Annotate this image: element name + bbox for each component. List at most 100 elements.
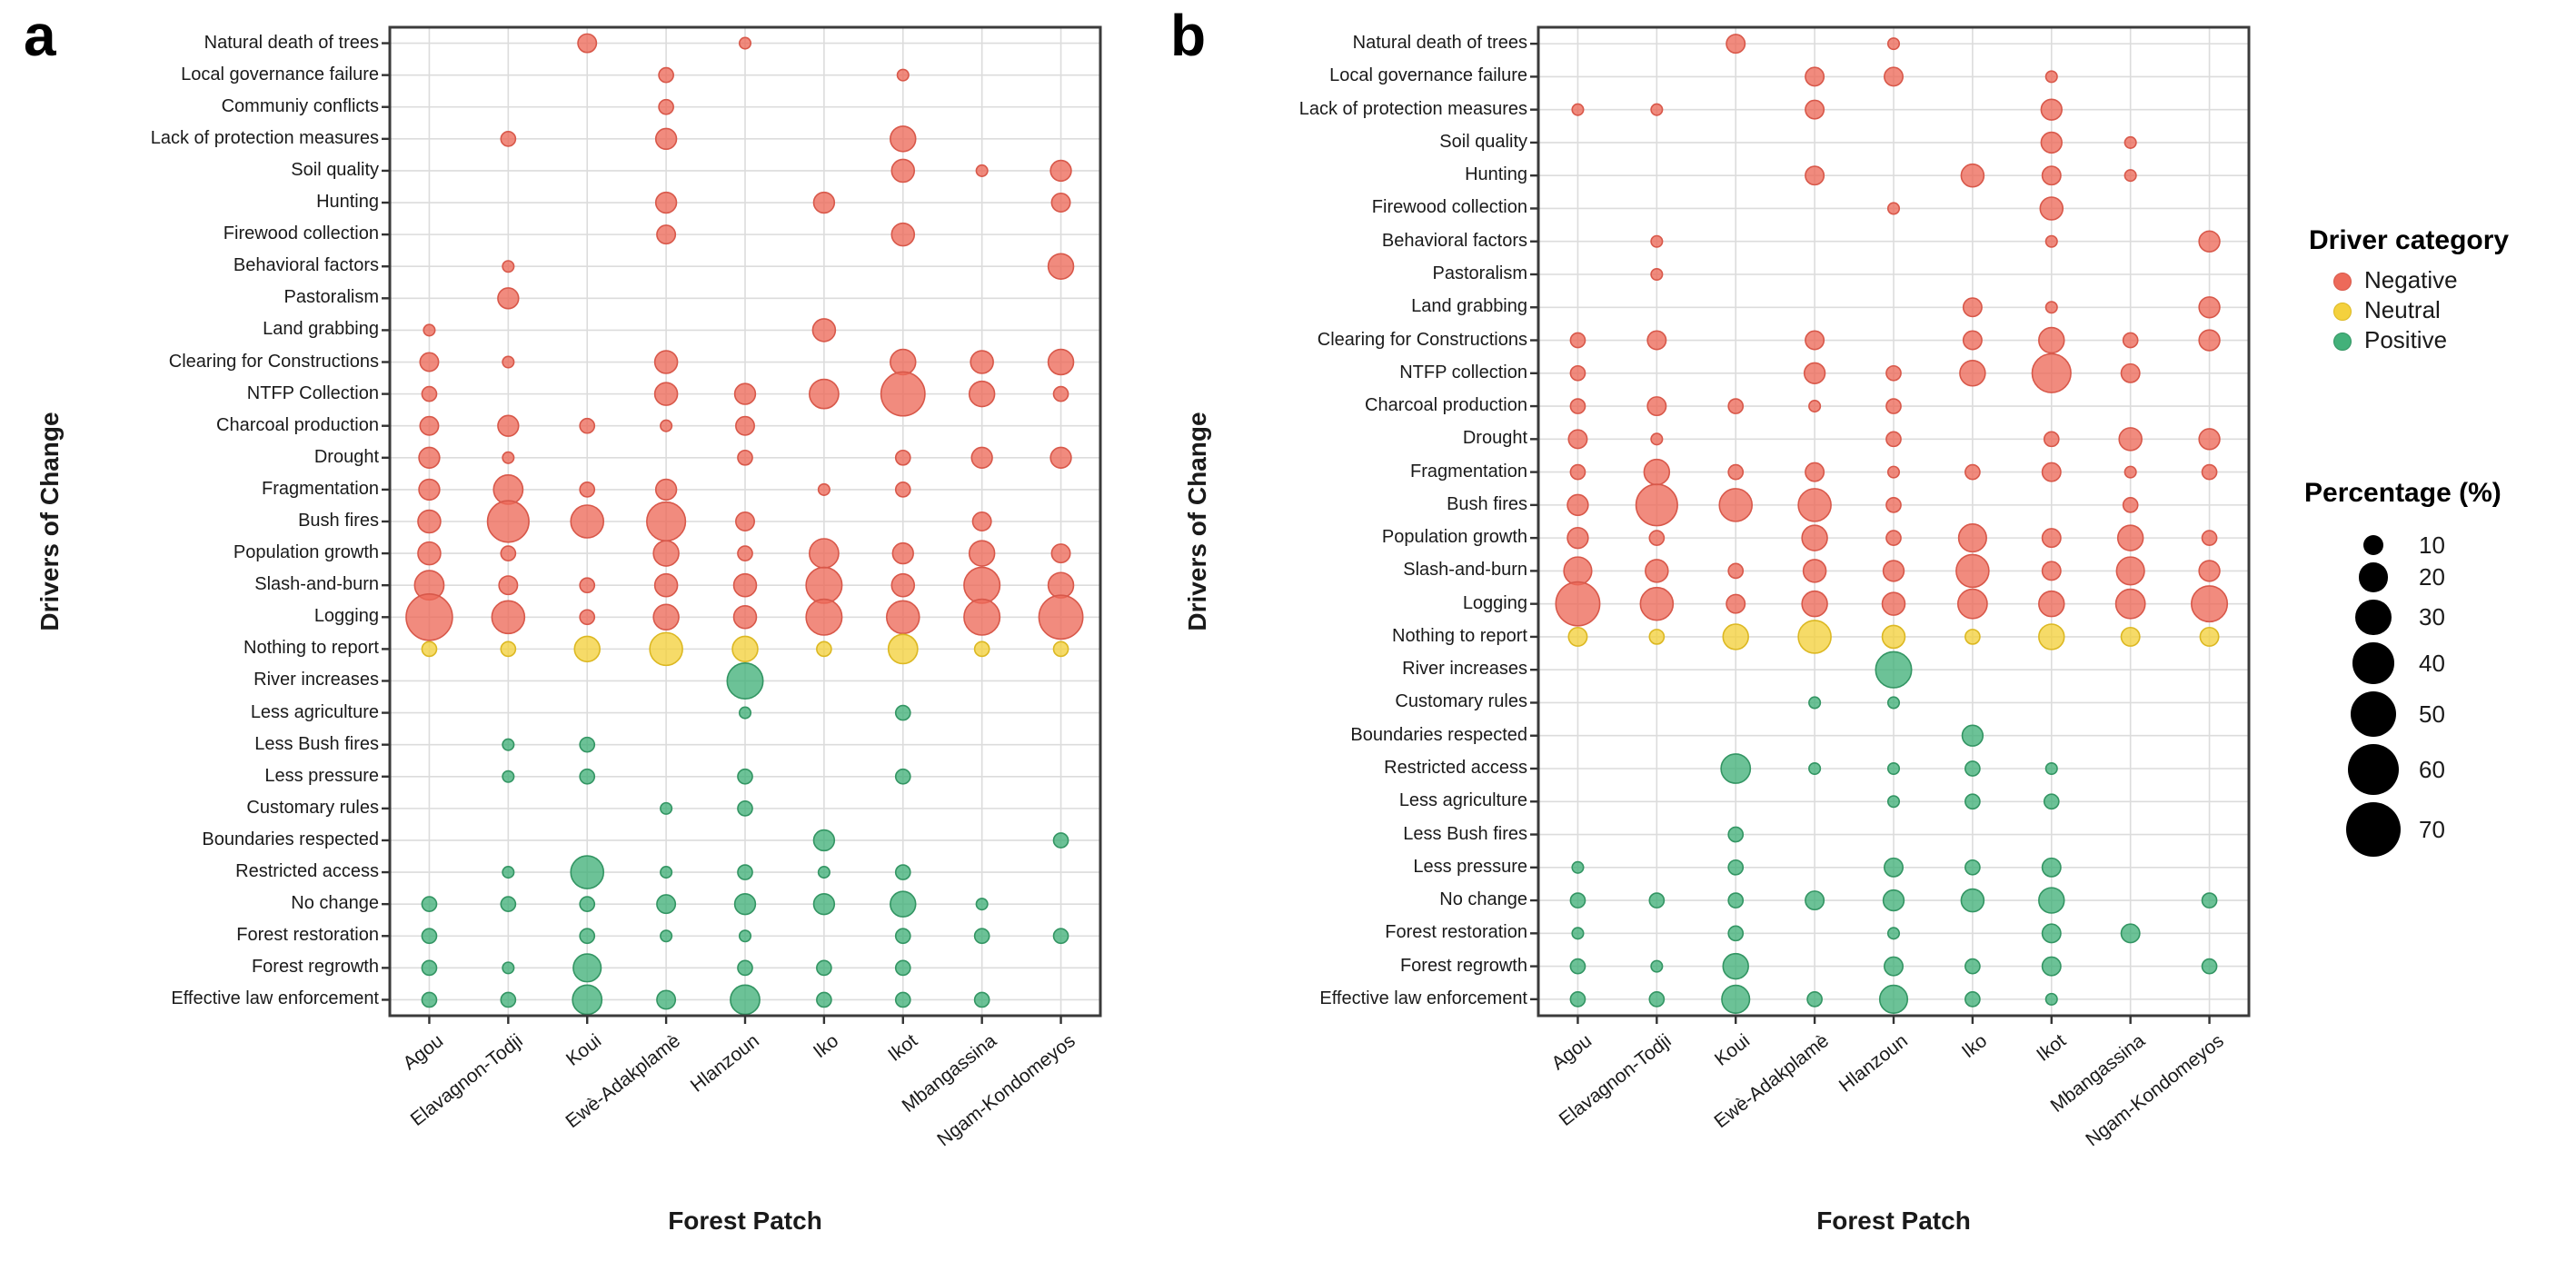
- bubble: [735, 511, 755, 531]
- y-tick-label: Drought: [313, 446, 379, 467]
- bubble: [1047, 253, 1075, 280]
- y-tick-label: Slash-and-burn: [1403, 560, 1527, 581]
- bubble: [1722, 623, 1749, 650]
- bubble: [497, 414, 520, 437]
- legend-size-label: 10: [2419, 531, 2445, 559]
- y-tick-label: Less Bush fires: [1403, 823, 1527, 844]
- bubble: [817, 866, 830, 879]
- bubble: [896, 68, 910, 82]
- bubble: [2041, 462, 2062, 482]
- bubble: [1555, 581, 1601, 627]
- panel-b-label: b: [1170, 3, 1207, 68]
- bubble: [500, 545, 517, 561]
- bubble: [1646, 396, 1667, 417]
- bubble: [2044, 70, 2058, 84]
- bubble: [1569, 398, 1586, 414]
- bubble: [1882, 889, 1905, 912]
- legend-category-dot-neutral: [2333, 303, 2352, 321]
- y-tick-label: NTFP Collection: [246, 382, 379, 403]
- bubble: [890, 158, 916, 184]
- y-tick-label: No change: [1439, 889, 1527, 910]
- bubble: [1805, 165, 1825, 186]
- bubble: [649, 631, 683, 667]
- bubble: [1038, 594, 1084, 640]
- bubble: [1566, 526, 1589, 550]
- bubble: [423, 323, 436, 337]
- y-tick-label: Nothing to report: [1392, 625, 1527, 646]
- y-tick-label: Lack of protection measures: [1298, 98, 1527, 119]
- bubble: [421, 896, 438, 913]
- bubble: [577, 33, 598, 54]
- bubble: [660, 801, 673, 815]
- bubble: [421, 385, 438, 402]
- bubble: [1650, 103, 1664, 116]
- bubble: [1801, 590, 1828, 618]
- bubble: [1049, 446, 1072, 469]
- y-tick-label: Nothing to report: [244, 638, 379, 659]
- bubble: [570, 855, 605, 889]
- bubble: [2201, 530, 2218, 546]
- bubble: [894, 768, 911, 785]
- bubble: [2041, 956, 2062, 977]
- y-tick-label: Forest regrowth: [251, 957, 379, 978]
- bubble: [1646, 330, 1667, 351]
- bubble: [654, 478, 678, 501]
- legend-size-dot-50: [2350, 690, 2397, 738]
- bubble: [975, 898, 989, 911]
- bubble: [894, 864, 911, 880]
- bubble: [1803, 362, 1826, 384]
- bubble: [733, 892, 757, 916]
- bubble: [1885, 364, 1902, 382]
- legend-size-title: Percentage (%): [2304, 478, 2501, 508]
- bubble: [1964, 859, 1981, 876]
- bubble: [2123, 169, 2137, 183]
- bubble: [1802, 559, 1827, 583]
- bubble: [971, 511, 992, 531]
- bubble: [2123, 465, 2137, 479]
- bubble: [500, 130, 517, 147]
- bubble: [660, 866, 673, 879]
- bubble: [421, 640, 438, 658]
- y-tick-label: Population growth: [1381, 527, 1527, 548]
- bubble: [1964, 629, 1981, 645]
- bubble: [1718, 488, 1754, 522]
- bubble: [1875, 650, 1913, 689]
- bubble: [1885, 530, 1902, 546]
- bubble: [894, 704, 911, 721]
- y-tick-label: Customary rules: [1395, 691, 1527, 712]
- bubble: [1650, 959, 1664, 973]
- bubble: [1884, 857, 1904, 878]
- legend-size-dot-30: [2355, 599, 2392, 635]
- y-tick-label: Population growth: [233, 542, 379, 563]
- bubble: [735, 415, 755, 436]
- legend-size-dot-70: [2345, 802, 2402, 858]
- y-tick-label: No change: [291, 893, 379, 914]
- y-tick-label: Charcoal production: [216, 414, 379, 435]
- bubble: [2191, 585, 2229, 623]
- y-tick-label: Hunting: [1465, 164, 1527, 185]
- bubble: [1569, 332, 1586, 349]
- y-tick-label: Bush fires: [1447, 493, 1527, 514]
- bubble: [2038, 590, 2065, 618]
- legend-size-dot-60: [2348, 744, 2399, 796]
- bubble: [1648, 629, 1666, 645]
- bubble: [1885, 497, 1902, 513]
- bubble: [1960, 888, 1985, 913]
- bubble: [502, 355, 515, 369]
- bubble: [963, 566, 1001, 604]
- bubble: [2044, 761, 2058, 776]
- bubble: [1639, 586, 1675, 621]
- bubble: [2038, 326, 2065, 354]
- y-tick-label: Less agriculture: [1398, 790, 1527, 811]
- bubble: [1650, 432, 1664, 446]
- bubble: [1571, 860, 1585, 874]
- bubble: [500, 640, 517, 658]
- bubble: [890, 125, 917, 153]
- bubble: [579, 928, 596, 945]
- y-tick-label: Less pressure: [264, 765, 379, 786]
- bubble: [502, 770, 515, 783]
- legend-size-label: 50: [2419, 700, 2445, 728]
- y-tick-label: Charcoal production: [1365, 395, 1527, 416]
- bubble: [652, 603, 680, 631]
- bubble: [491, 600, 526, 635]
